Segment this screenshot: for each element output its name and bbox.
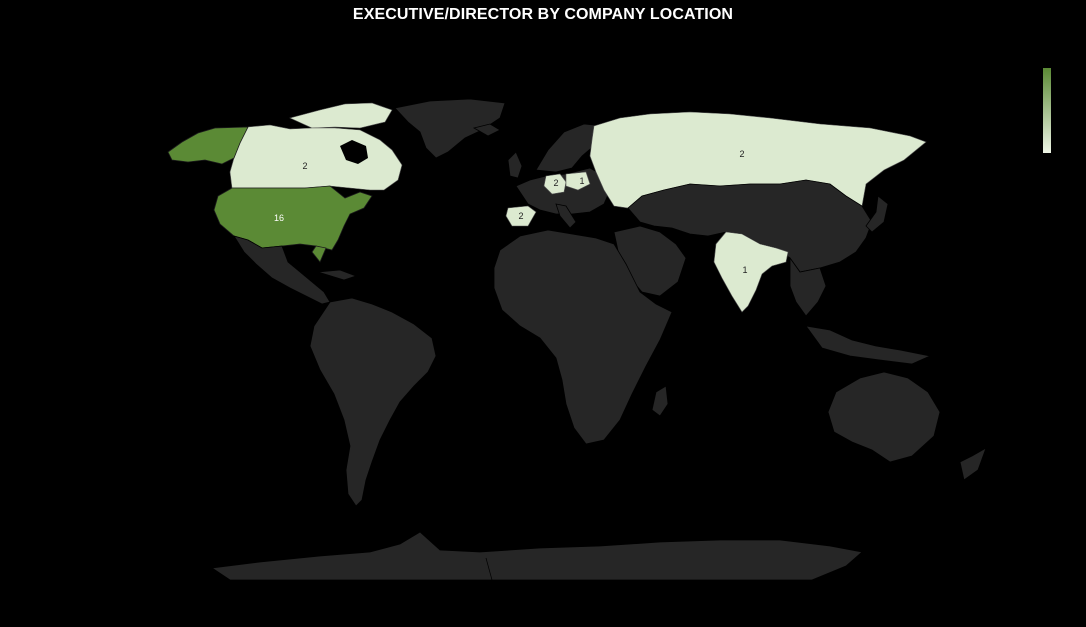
- region-madagascar: [651, 385, 669, 417]
- region-greenland: [394, 98, 506, 159]
- region-new-zealand: [959, 447, 987, 481]
- region-indonesia: [805, 325, 932, 365]
- region-africa: [493, 229, 673, 445]
- region-japan: [865, 195, 889, 233]
- region-germany: [543, 173, 567, 195]
- label-spain: 2: [518, 211, 523, 221]
- label-usa: 16: [274, 213, 284, 223]
- label-canada: 2: [302, 161, 307, 171]
- region-hudson-bay: [340, 140, 368, 164]
- region-canada: [229, 124, 403, 191]
- label-germany: 2: [553, 178, 558, 188]
- region-poland: [565, 171, 591, 191]
- region-alaska: [167, 126, 249, 165]
- region-asia: [627, 179, 873, 273]
- region-mexico: [233, 235, 331, 305]
- region-australia: [827, 371, 941, 463]
- chart-title: EXECUTIVE/DIRECTOR BY COMPANY LOCATION: [352, 6, 734, 23]
- region-italy: [555, 203, 577, 229]
- region-india: [713, 231, 789, 313]
- region-canada-islands: [289, 102, 393, 129]
- legend-color-scale: [1043, 68, 1051, 153]
- region-florida: [311, 245, 327, 263]
- region-southeast-asia: [789, 256, 827, 317]
- region-usa: [213, 185, 373, 251]
- region-uk: [507, 151, 523, 179]
- region-iceland: [472, 123, 501, 137]
- region-south-america: [309, 297, 437, 507]
- label-india: 1: [742, 265, 747, 275]
- label-poland: 1: [579, 176, 584, 186]
- label-russia: 2: [739, 149, 744, 159]
- region-caribbean: [317, 269, 358, 281]
- region-spain: [505, 205, 537, 227]
- region-antarctica: [210, 531, 863, 581]
